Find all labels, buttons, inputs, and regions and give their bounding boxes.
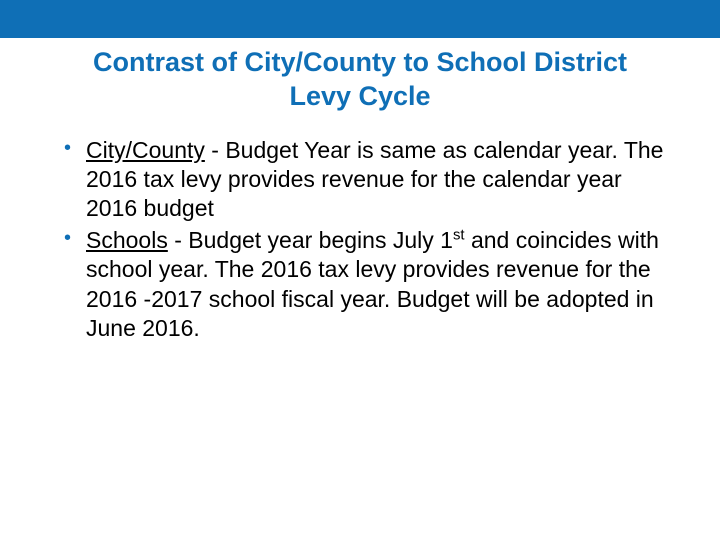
- bullet-lead: Schools: [86, 227, 168, 253]
- bullet-list: City/County - Budget Year is same as cal…: [46, 136, 674, 344]
- title-line-2: Levy Cycle: [289, 81, 430, 111]
- slide-title: Contrast of City/County to School Distri…: [46, 46, 674, 114]
- header-bar: [0, 0, 720, 38]
- list-item: Schools - Budget year begins July 1st an…: [64, 226, 674, 344]
- title-line-1: Contrast of City/County to School Distri…: [93, 47, 627, 77]
- slide-content: Contrast of City/County to School Distri…: [0, 38, 720, 344]
- ordinal-superscript: st: [453, 226, 465, 243]
- bullet-text: - Budget year begins July 1: [168, 227, 453, 253]
- list-item: City/County - Budget Year is same as cal…: [64, 136, 674, 224]
- bullet-lead: City/County: [86, 137, 205, 163]
